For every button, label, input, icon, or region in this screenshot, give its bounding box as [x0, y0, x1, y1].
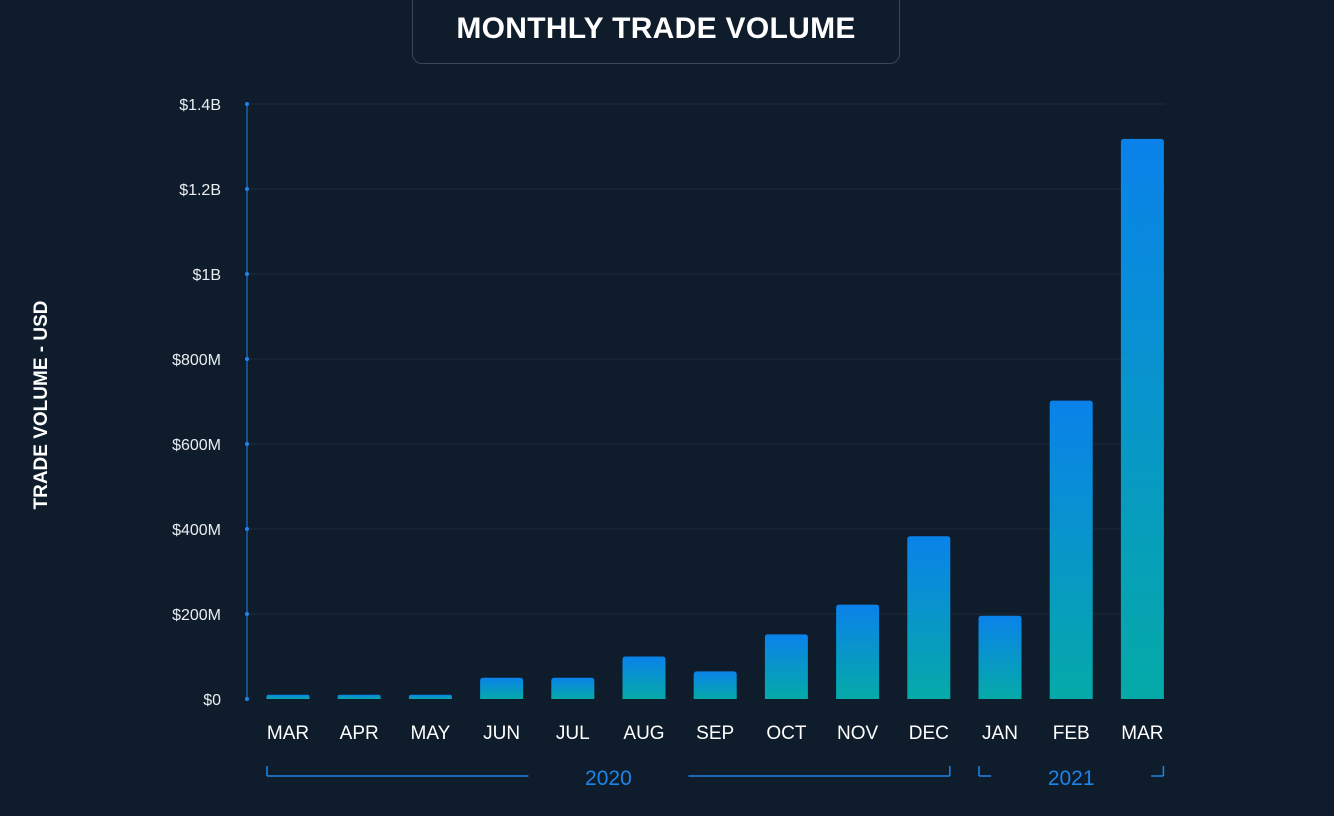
- bar: [337, 694, 381, 699]
- x-tick-label: FEB: [1053, 723, 1090, 744]
- y-tick-label: $600M: [172, 437, 221, 454]
- y-tick-label: $400M: [172, 522, 221, 539]
- y-tick-label: $1B: [193, 267, 221, 284]
- bar: [693, 671, 737, 699]
- year-label: 2020: [585, 767, 632, 790]
- gridlines: [247, 103, 1165, 615]
- bar: [480, 677, 524, 699]
- bar: [1049, 400, 1093, 699]
- x-tick-label: MAR: [267, 723, 309, 744]
- x-tick-label: SEP: [696, 723, 734, 744]
- bar: [836, 604, 880, 699]
- year-brackets: 2020 2021: [266, 766, 1165, 790]
- bars: [266, 138, 1164, 700]
- x-tick-label: DEC: [909, 723, 949, 744]
- x-tick-label: MAR: [1121, 723, 1163, 744]
- bar: [408, 694, 452, 699]
- bar: [551, 677, 595, 699]
- bar: [266, 694, 310, 699]
- y-tick-label: $1.4B: [179, 97, 221, 114]
- bar: [978, 615, 1022, 699]
- bar: [1120, 138, 1164, 700]
- chart-title-box: MONTHLY TRADE VOLUME: [412, 0, 900, 64]
- x-tick-label: JUN: [483, 723, 520, 744]
- x-tick-label: APR: [340, 723, 379, 744]
- y-tick-label: $1.2B: [179, 182, 221, 199]
- bar: [764, 634, 808, 699]
- x-axis-labels: MAR APR MAY JUN JUL AUG SEP OCT NOV DEC JAN FEB MAR: [267, 723, 1164, 744]
- bar: [622, 656, 666, 699]
- chart-title: MONTHLY TRADE VOLUME: [456, 12, 856, 45]
- x-tick-label: JUL: [556, 723, 590, 744]
- y-axis: $0 $200M $400M $600M $800M $1B $1.2B $1.4B: [172, 97, 249, 709]
- y-tick-label: $800M: [172, 352, 221, 369]
- y-tick-label: $200M: [172, 607, 221, 624]
- x-tick-label: MAY: [411, 723, 451, 744]
- y-tick-label: $0: [203, 692, 221, 709]
- bar: [907, 536, 951, 699]
- x-tick-label: AUG: [623, 723, 664, 744]
- x-tick-label: NOV: [837, 723, 879, 744]
- x-tick-label: OCT: [766, 723, 807, 744]
- year-label: 2021: [1048, 767, 1095, 790]
- x-tick-label: JAN: [982, 723, 1018, 744]
